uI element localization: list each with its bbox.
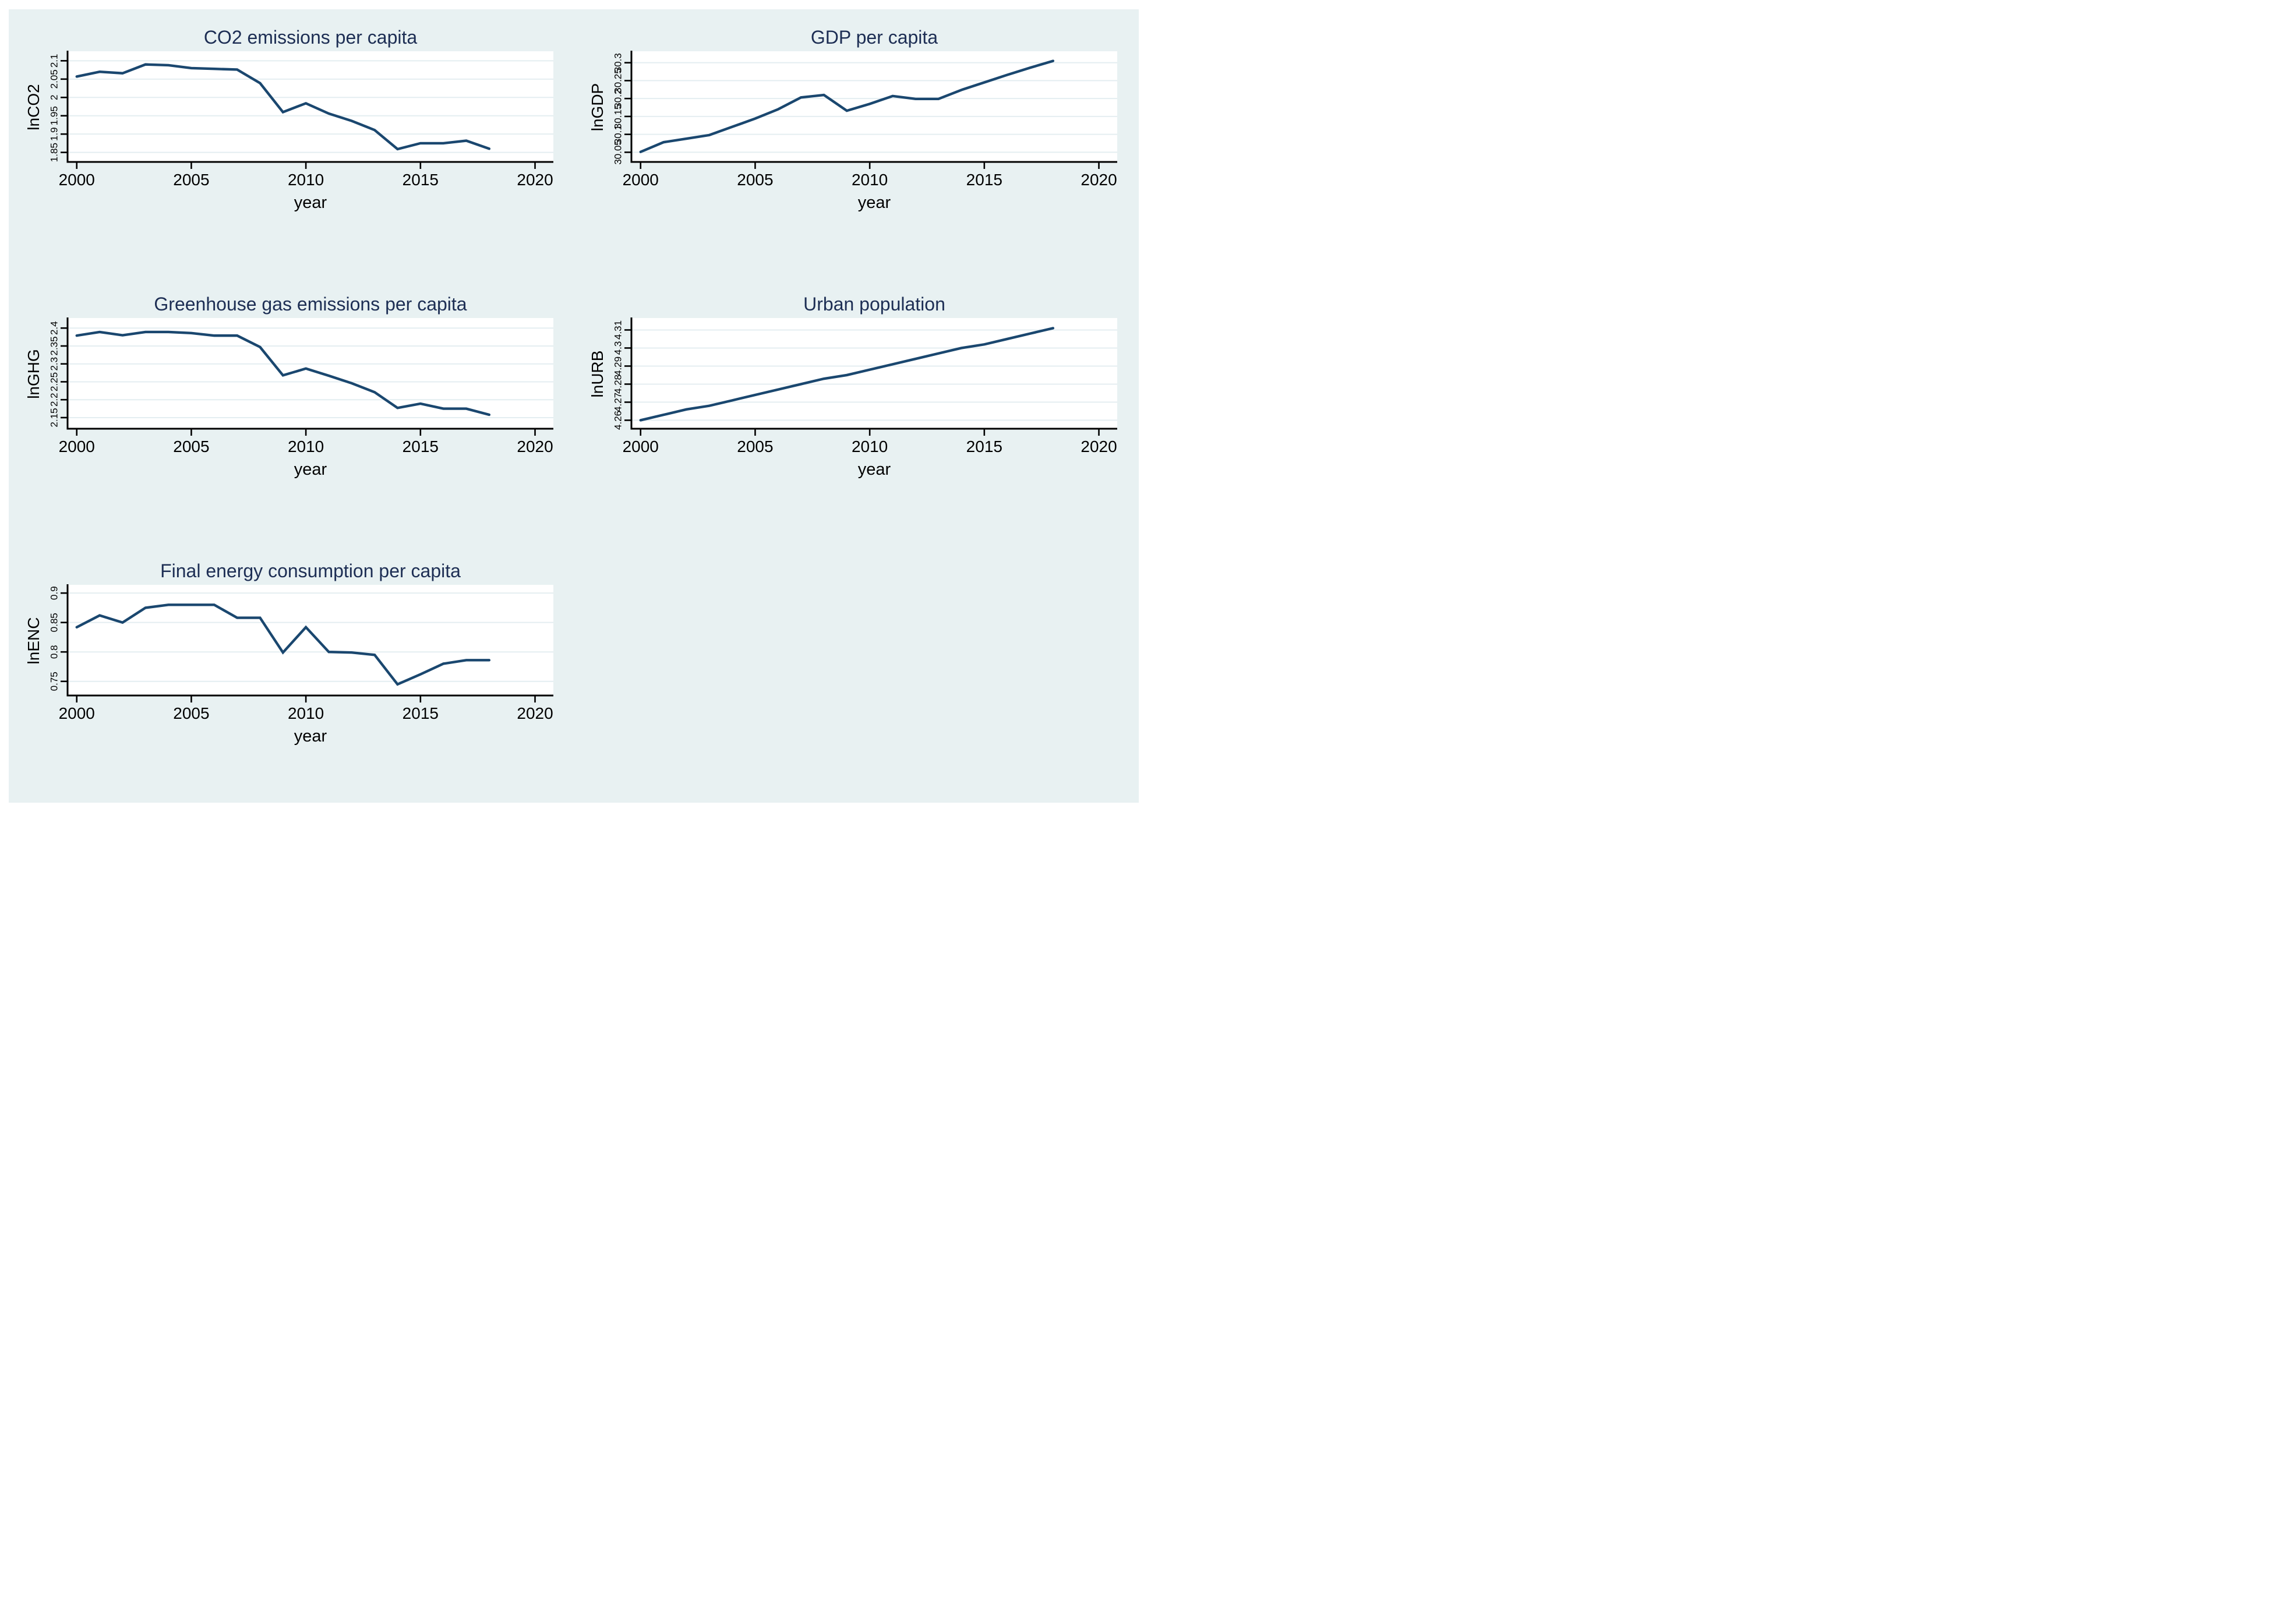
svg-text:2000: 2000: [623, 437, 659, 456]
svg-text:2015: 2015: [966, 437, 1002, 456]
svg-text:1.85: 1.85: [48, 143, 59, 162]
svg-text:2010: 2010: [852, 437, 888, 456]
x-axis-title: year: [294, 727, 327, 746]
svg-text:2010: 2010: [852, 171, 888, 189]
panel-lngdp: 30.05 30.1 30.15 30.2 30.25 30.3 2000 2005 2010 2…: [564, 16, 1138, 285]
panel-lnenc: 0.75 0.8 0.85 0.9 2000 2005 2010 2015 2020 Final…: [0, 550, 574, 812]
svg-text:0.9: 0.9: [48, 586, 59, 600]
x-axis-title: year: [294, 193, 327, 212]
panel-lnco2: 1.85 1.9 1.95 2 2.05 2.1 2000 2005 2010 2015 2020 …: [0, 16, 574, 285]
svg-text:4.28: 4.28: [612, 375, 623, 394]
x-axis-title: year: [857, 193, 891, 212]
lnco2-line-plot: 1.85 1.9 1.95 2 2.052.1 2000 2005 2010 2015 2020: [48, 51, 553, 189]
svg-text:30.25: 30.25: [612, 68, 623, 93]
svg-text:2010: 2010: [288, 437, 324, 456]
panel-lnghg: 2.15 2.2 2.25 2.3 2.35 2.4 2000 2005 2010 2015 202…: [0, 283, 574, 552]
svg-text:2000: 2000: [59, 437, 95, 456]
svg-text:2020: 2020: [1081, 171, 1117, 189]
svg-text:2020: 2020: [517, 704, 553, 722]
panel-title: CO2 emissions per capita: [203, 27, 418, 48]
lnghg-line-plot: 2.152.2 2.252.3 2.352.4 2000 2005 2010 2015 202…: [48, 317, 553, 456]
svg-text:2015: 2015: [402, 437, 439, 456]
svg-text:2005: 2005: [173, 437, 209, 456]
svg-text:2.2: 2.2: [48, 393, 59, 407]
svg-text:2020: 2020: [517, 437, 553, 456]
svg-text:2020: 2020: [517, 171, 553, 189]
svg-text:2005: 2005: [173, 704, 209, 722]
y-axis-title: lnURB: [588, 350, 606, 398]
y-axis-title: lnGHG: [24, 349, 43, 399]
svg-text:2.25: 2.25: [48, 372, 59, 391]
y-axis-title: lnGDP: [588, 83, 606, 132]
svg-text:4.26: 4.26: [612, 411, 623, 430]
panel-lnurb: 4.26 4.27 4.28 4.29 4.3 4.31 2000 2005 2010 2015 2…: [564, 283, 1138, 552]
svg-text:2005: 2005: [737, 171, 773, 189]
svg-text:2.1: 2.1: [48, 54, 59, 68]
x-axis-title: year: [294, 460, 327, 479]
svg-text:2.35: 2.35: [48, 336, 59, 355]
lnurb-line-plot: 4.264.274.284.294.34.31 2000 2005 2010 2015 2…: [612, 317, 1117, 456]
svg-text:4.27: 4.27: [612, 393, 623, 412]
svg-text:2000: 2000: [59, 171, 95, 189]
svg-text:2010: 2010: [288, 171, 324, 189]
svg-text:2015: 2015: [402, 171, 439, 189]
svg-text:2000: 2000: [623, 171, 659, 189]
svg-text:2015: 2015: [966, 171, 1002, 189]
svg-text:30.1: 30.1: [612, 125, 623, 144]
y-axis-title: lnCO2: [24, 84, 43, 130]
svg-text:2005: 2005: [737, 437, 773, 456]
x-axis-title: year: [857, 460, 891, 479]
lnenc-line-plot: 0.75 0.8 0.85 0.9 2000 2005 2010 2015 2020: [48, 584, 553, 722]
svg-text:0.85: 0.85: [48, 613, 59, 632]
svg-text:2020: 2020: [1081, 437, 1117, 456]
panel-title: Urban population: [803, 294, 945, 315]
svg-text:2000: 2000: [59, 704, 95, 722]
svg-text:4.29: 4.29: [612, 356, 623, 376]
panel-title: GDP per capita: [810, 27, 938, 48]
svg-text:2: 2: [48, 95, 59, 100]
svg-text:4.3: 4.3: [612, 341, 623, 355]
svg-text:30.3: 30.3: [612, 53, 623, 72]
panel-title: Greenhouse gas emissions per capita: [154, 294, 467, 315]
svg-text:30.15: 30.15: [612, 104, 623, 129]
svg-text:1.9: 1.9: [48, 127, 59, 141]
svg-text:2.4: 2.4: [48, 321, 59, 335]
svg-text:0.8: 0.8: [48, 645, 59, 659]
svg-text:30.2: 30.2: [612, 89, 623, 108]
svg-text:1.95: 1.95: [48, 106, 59, 125]
svg-text:2.05: 2.05: [48, 69, 59, 89]
y-axis-title: lnENC: [24, 617, 43, 665]
figure: 1.85 1.9 1.95 2 2.05 2.1 2000 2005 2010 2015 2020 …: [0, 0, 1148, 812]
panel-title: Final energy consumption per capita: [160, 560, 461, 581]
svg-text:2.15: 2.15: [48, 408, 59, 427]
svg-text:30.05: 30.05: [612, 140, 623, 165]
svg-text:2.3: 2.3: [48, 357, 59, 371]
svg-text:4.31: 4.31: [612, 320, 623, 340]
svg-text:2015: 2015: [402, 704, 439, 722]
svg-text:2010: 2010: [288, 704, 324, 722]
svg-text:0.75: 0.75: [48, 672, 59, 691]
svg-text:2005: 2005: [173, 171, 209, 189]
